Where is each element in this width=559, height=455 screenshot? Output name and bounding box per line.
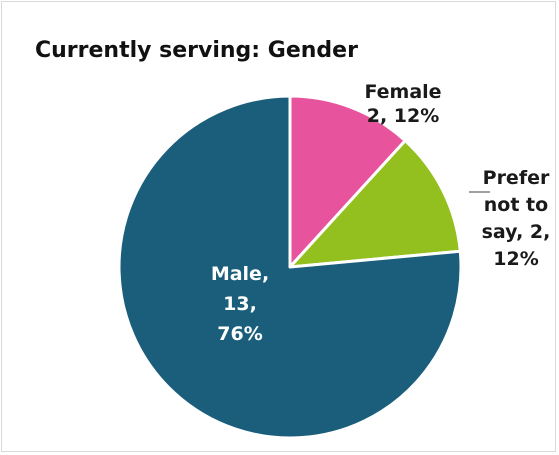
chart-title: Currently serving: Gender: [35, 38, 358, 63]
data-label-male: Male, 13, 76%: [211, 263, 269, 345]
pie-slice-prefer-not-to-say: [288, 139, 462, 269]
data-label-prefer-not-to-say: Prefer not to say, 2, 12%: [482, 167, 551, 270]
pie-slice-male: [117, 94, 463, 440]
pie-slice-female: [288, 94, 407, 269]
data-label-female: Female 2, 12%: [364, 81, 441, 127]
